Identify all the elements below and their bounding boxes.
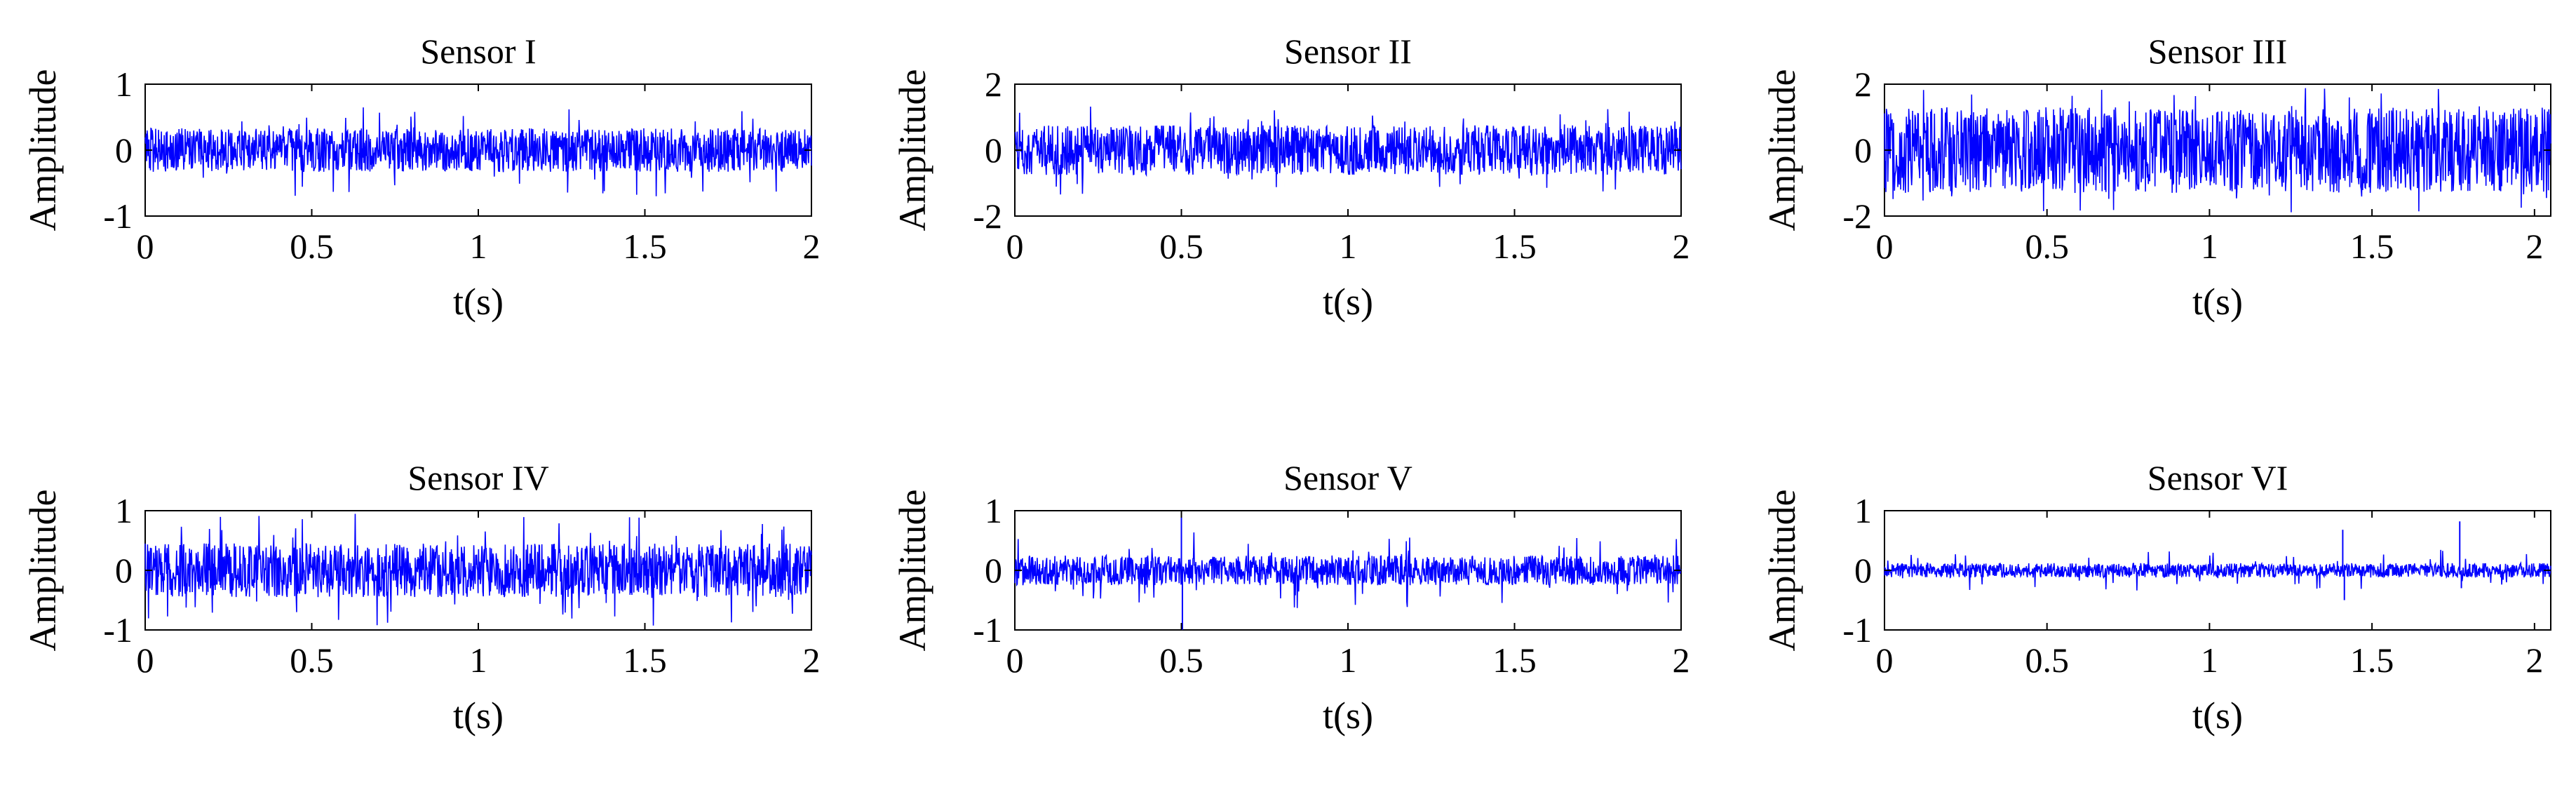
x-tick-label: 1.5 [2350,227,2394,266]
signal-trace [1014,532,1682,608]
x-tick-label: 0.5 [1159,227,1203,266]
subplot-title: Sensor II [1284,32,1412,71]
y-tick-label: 0 [985,130,1002,170]
x-tick-label: 1 [470,227,487,266]
y-tick-label: 1 [115,491,133,530]
x-tick-label: 2 [2526,227,2543,266]
x-tick-label: 1 [1340,227,1357,266]
x-tick-label: 1.5 [623,640,667,680]
x-tick-label: 2 [1673,227,1690,266]
y-tick-label: 0 [115,551,133,590]
x-tick-label: 1 [2201,227,2218,266]
y-tick-label: -1 [103,610,133,650]
subplot-grid: Sensor I0 0.5 1 1.5 2-101t(s)AmplitudeSensor… [22,32,2551,737]
y-tick-label: -2 [973,196,1002,236]
x-tick-label: 1.5 [2350,640,2394,680]
signal-trace [144,107,812,196]
x-tick-label: 0 [1006,227,1024,266]
x-tick-label: 0 [137,227,154,266]
y-tick-label: 0 [985,551,1002,590]
x-tick-label: 0.5 [290,227,334,266]
x-tick-label: 0.5 [290,640,334,680]
x-tick-label: 1 [470,640,487,680]
x-tick-label: 1.5 [1492,227,1537,266]
subplot-title: Sensor V [1283,458,1412,497]
x-tick-label: 0 [137,640,154,680]
y-tick-label: 1 [1854,491,1872,530]
x-axis-label: t(s) [1323,694,1373,737]
subplot-title: Sensor I [420,32,536,71]
x-tick-label: 0 [1876,640,1894,680]
x-tick-label: 0.5 [2025,640,2069,680]
x-tick-label: 1 [2201,640,2218,680]
x-tick-label: 0.5 [2025,227,2069,266]
y-axis-label: Amplitude [22,69,64,231]
signal-trace [1884,549,2551,591]
y-axis-label: Amplitude [891,490,933,652]
y-tick-label: 0 [1854,551,1872,590]
subplot-title: Sensor III [2148,32,2288,71]
signal-trace [1014,107,1682,195]
y-tick-label: 1 [985,491,1002,530]
x-tick-label: 2 [803,640,821,680]
x-tick-label: 0.5 [1159,640,1203,680]
y-tick-label: -1 [973,610,1002,650]
subplot-title: Sensor VI [2147,458,2288,497]
x-tick-label: 2 [2526,640,2543,680]
x-tick-label: 1 [1340,640,1357,680]
x-axis-label: t(s) [1323,281,1373,323]
y-axis-label: Amplitude [22,490,64,652]
y-tick-label: -1 [103,196,133,236]
y-axis-label: Amplitude [891,69,933,231]
x-tick-label: 0 [1876,227,1894,266]
x-tick-label: 1.5 [623,227,667,266]
signal-trace [144,513,812,626]
x-axis-label: t(s) [2192,694,2243,737]
y-tick-label: 0 [1854,130,1872,170]
x-axis-label: t(s) [2192,281,2243,323]
x-axis-label: t(s) [453,694,504,737]
x-tick-label: 2 [1673,640,1690,680]
y-tick-label: 2 [985,65,1002,104]
x-tick-label: 2 [803,227,821,266]
x-axis-label: t(s) [453,281,504,323]
x-tick-label: 1.5 [1492,640,1537,680]
y-tick-label: 1 [115,65,133,104]
x-tick-label: 0 [1006,640,1024,680]
y-axis-label: Amplitude [1761,490,1803,652]
y-tick-label: 2 [1854,65,1872,104]
y-tick-label: 0 [115,130,133,170]
y-axis-label: Amplitude [1761,69,1803,231]
y-tick-label: -1 [1842,610,1872,650]
signal-trace [1884,88,2551,213]
y-tick-label: -2 [1842,196,1872,236]
subplot-title: Sensor IV [407,458,548,497]
